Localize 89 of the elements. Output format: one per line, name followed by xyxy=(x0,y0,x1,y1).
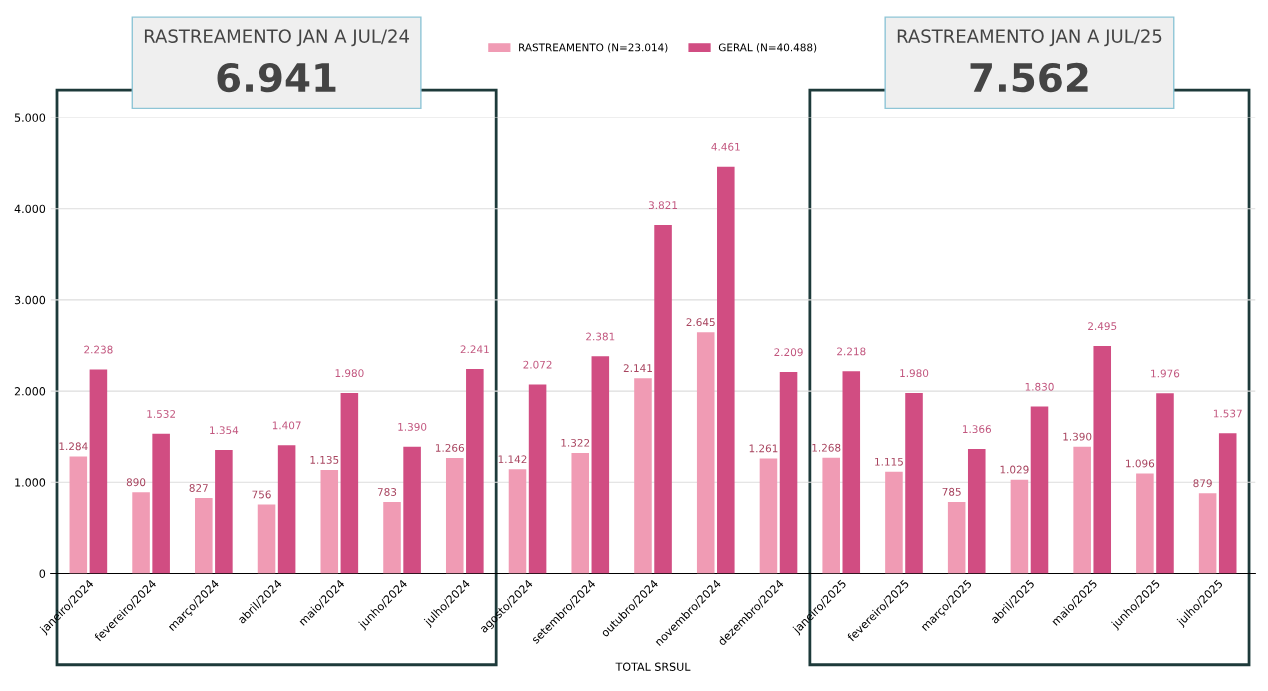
data-label: 1.115 xyxy=(875,457,903,466)
data-label: 1.322 xyxy=(561,438,590,447)
bar xyxy=(1156,393,1174,574)
data-label: 1.284 xyxy=(59,442,88,451)
y-tick-label: 4.000 xyxy=(14,204,46,214)
bar xyxy=(69,456,88,574)
data-label: 1.830 xyxy=(1025,382,1054,391)
bar xyxy=(571,452,590,574)
bar xyxy=(842,371,861,574)
text: 7.562 xyxy=(970,62,1088,93)
data-label: 2.495 xyxy=(1088,322,1117,331)
data-label: 2.218 xyxy=(837,347,866,356)
y-tick-label: 0 xyxy=(39,569,46,578)
data-label: 1.537 xyxy=(1213,409,1242,418)
bar xyxy=(696,332,715,574)
data-label: 1.029 xyxy=(1000,465,1029,474)
data-label: 1.976 xyxy=(1151,369,1180,378)
bar xyxy=(967,448,986,574)
data-label: 4.461 xyxy=(711,142,740,151)
bar xyxy=(528,384,547,574)
bar xyxy=(1030,406,1049,574)
bar xyxy=(320,470,339,574)
bar xyxy=(445,458,464,574)
data-label: 1.096 xyxy=(1126,459,1155,468)
bar xyxy=(466,369,484,574)
bar xyxy=(634,378,652,574)
text: RASTREAMENTO JAN A JUL/25 xyxy=(897,29,1162,47)
legend-label: RASTREAMENTO (N=23.014) xyxy=(519,43,668,53)
data-label: 1.407 xyxy=(272,421,301,430)
text: RASTREAMENTO JAN A JUL/24 xyxy=(144,29,409,47)
data-label: 1.354 xyxy=(210,426,239,435)
data-label: 1.135 xyxy=(310,455,339,464)
bar xyxy=(1010,479,1029,574)
bar xyxy=(717,166,735,574)
x-axis-title: TOTAL SRSUL xyxy=(615,662,691,671)
y-tick-label: 3.000 xyxy=(14,295,46,305)
data-label: 890 xyxy=(126,478,146,487)
data-label: 2.141 xyxy=(623,364,652,372)
y-tick-label: 5.000 xyxy=(14,113,46,122)
data-label: 1.532 xyxy=(147,410,176,418)
data-label: 1.390 xyxy=(398,422,427,431)
data-label: 1.366 xyxy=(962,425,992,434)
data-label: 3.821 xyxy=(648,201,678,210)
data-label: 879 xyxy=(1193,479,1212,488)
bar xyxy=(340,392,359,574)
bar xyxy=(132,492,150,574)
data-label: 1.268 xyxy=(812,443,841,452)
bar xyxy=(779,372,798,574)
data-label: 2.238 xyxy=(84,345,113,354)
bar xyxy=(591,356,610,574)
bar xyxy=(195,498,213,574)
bar xyxy=(89,369,108,574)
data-label: 1.390 xyxy=(1063,432,1092,441)
bar xyxy=(1218,433,1237,574)
bar xyxy=(947,501,966,574)
bar xyxy=(383,502,401,574)
data-label: 785 xyxy=(942,487,961,496)
bar xyxy=(905,392,923,574)
bar xyxy=(1198,493,1217,574)
bar xyxy=(759,458,778,574)
data-label: 1.261 xyxy=(749,444,778,453)
bar xyxy=(1073,446,1091,574)
bar xyxy=(215,450,233,574)
data-label: 2.241 xyxy=(460,345,489,354)
data-label: 2.381 xyxy=(586,332,615,341)
bar xyxy=(152,433,170,574)
bar xyxy=(885,471,903,574)
data-label: 1.980 xyxy=(900,369,929,378)
bar xyxy=(1093,345,1112,574)
data-label: 2.072 xyxy=(523,360,552,369)
data-label: 1.142 xyxy=(498,455,527,464)
bar xyxy=(1136,473,1154,574)
data-label: 1.266 xyxy=(435,443,464,452)
bar xyxy=(822,457,840,574)
y-tick-label: 2.000 xyxy=(14,387,46,396)
data-label: 783 xyxy=(377,488,397,496)
data-label: 1.980 xyxy=(335,369,364,378)
legend-label: GERAL (N=40.488) xyxy=(718,43,817,53)
bar xyxy=(654,225,672,574)
bar xyxy=(508,469,527,574)
bar xyxy=(277,445,296,574)
data-label: 2.209 xyxy=(774,348,803,357)
bar xyxy=(403,446,421,574)
data-label: 756 xyxy=(252,490,271,499)
data-label: 827 xyxy=(189,484,208,492)
y-tick-label: 1.000 xyxy=(15,478,46,487)
bar xyxy=(257,504,276,574)
text: 6.941 xyxy=(217,62,336,93)
data-label: 2.645 xyxy=(686,318,715,327)
